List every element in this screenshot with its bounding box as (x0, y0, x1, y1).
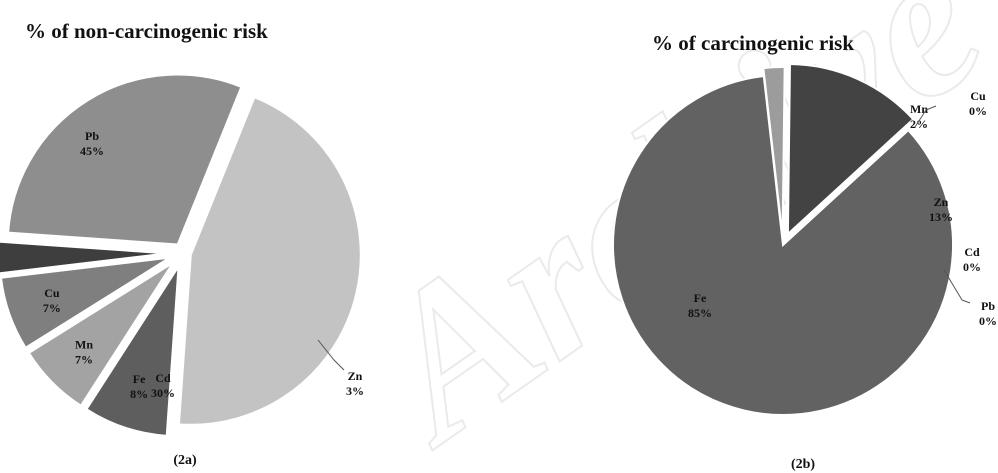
pie-slice-fe-a (85, 265, 180, 437)
slice-label-pb-b: Pb (981, 299, 995, 313)
slice-label-zn-a: Zn (348, 369, 363, 383)
slice-label-cd-b: Cd (964, 245, 980, 259)
pie-slice-pb-a (177, 95, 362, 426)
slice-value-label-pb-b: 0% (979, 314, 997, 328)
slice-value-label-pb-a: 45% (80, 144, 104, 158)
caption-2a: (2a) (173, 453, 197, 468)
pie-slices-carcinogenic (612, 63, 954, 416)
carcinogenic-pie-chart: % of carcinogenic risk Fe85%Mn2%Cu0%Zn13… (612, 31, 997, 472)
slice-value-label-cd-a: 30% (151, 386, 175, 400)
slice-value-label-zn-b: 13% (929, 210, 953, 224)
slice-value-label-mn-a: 7% (75, 353, 93, 367)
slice-value-label-mn-b: 2% (910, 117, 928, 131)
slice-value-label-cu-a: 7% (43, 301, 61, 315)
slice-label-pb-a: Pb (85, 129, 99, 143)
slice-value-label-fe-a: 8% (130, 387, 148, 401)
slice-label-cd-a: Cd (155, 371, 171, 385)
slice-label-mn-b: Mn (910, 102, 928, 116)
slice-label-mn-a: Mn (75, 338, 93, 352)
pie-slice-cd-a (7, 73, 243, 246)
slice-value-label-zn-a: 3% (346, 384, 364, 398)
caption-2b: (2b) (791, 457, 815, 472)
slice-label-zn-b: Zn (934, 195, 949, 209)
slice-label-fe-b: Fe (694, 291, 707, 305)
slice-value-label-fe-b: 85% (688, 306, 712, 320)
pie-slice-cu-a (0, 256, 171, 350)
slice-value-label-cu-b: 0% (969, 104, 987, 118)
pie-slice-zn-a (0, 240, 168, 275)
non-carcinogenic-pie-chart: % of non-carcinogenic risk Pb45%Fe8%Mn7%… (0, 19, 364, 468)
slice-value-label-cd-b: 0% (963, 260, 981, 274)
pie-slice-zn-b (786, 63, 915, 237)
leader-line-zn-a (317, 339, 345, 371)
chart-title-carcinogenic: % of carcinogenic risk (652, 31, 854, 55)
leader-line-pb-b (943, 269, 971, 304)
slice-label-cu-a: Cu (44, 286, 60, 300)
pie-slice-mn-a (27, 261, 174, 408)
slice-label-cu-b: Cu (970, 89, 986, 103)
leader-line-cu-b (914, 105, 937, 128)
pie-slice-mn-b (762, 66, 786, 238)
pie-slices-non-carcinogenic (0, 73, 362, 437)
pie-slice-fe-b (612, 74, 954, 416)
slice-label-fe-a: Fe (133, 372, 146, 386)
chart-title-non-carcinogenic: % of non-carcinogenic risk (25, 19, 268, 43)
